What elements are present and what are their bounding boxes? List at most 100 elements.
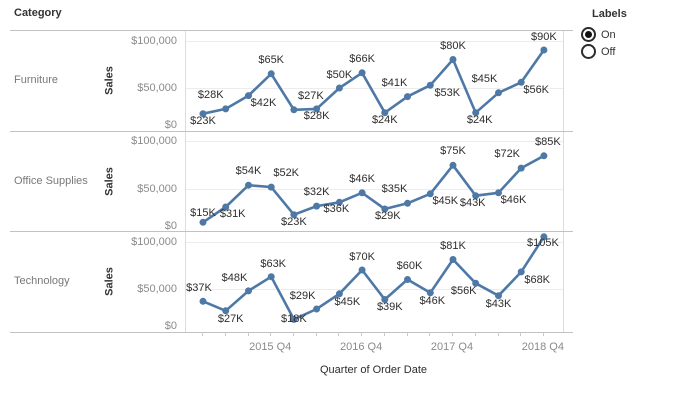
x-axis-tick (202, 332, 203, 336)
data-point[interactable] (517, 164, 525, 172)
data-point[interactable] (245, 92, 252, 100)
y-tick-label: $50,000 (137, 182, 177, 195)
data-label: $42K (250, 97, 277, 110)
data-label: $32K (303, 186, 330, 199)
radio-option-off[interactable]: Off (581, 43, 627, 60)
data-point[interactable] (245, 181, 252, 189)
data-label: $29K (374, 210, 401, 223)
x-axis-tick (361, 332, 363, 336)
data-point[interactable] (222, 105, 230, 113)
data-point[interactable] (358, 69, 366, 77)
data-point[interactable] (381, 205, 389, 213)
data-point[interactable] (358, 266, 366, 274)
data-point[interactable] (404, 276, 411, 284)
data-label: $24K (371, 114, 398, 127)
sales-line (201, 48, 546, 115)
x-tick-label: 2017 Q4 (430, 341, 474, 353)
data-point[interactable] (199, 298, 207, 306)
y-tick-label: $100,000 (131, 135, 177, 148)
data-point[interactable] (495, 89, 502, 97)
data-label: $53K (434, 86, 461, 99)
data-label: $85K (535, 135, 561, 148)
data-point[interactable] (267, 183, 275, 191)
x-axis-tick (406, 332, 408, 336)
data-label: $90K (531, 30, 557, 43)
sales-line (201, 154, 546, 224)
data-point[interactable] (517, 78, 525, 86)
data-point[interactable] (426, 189, 434, 197)
data-point[interactable] (245, 287, 252, 295)
data-point[interactable] (495, 188, 502, 196)
x-axis-tick (292, 332, 294, 336)
row-label-furniture: Furniture (14, 74, 59, 87)
x-axis-tick (383, 332, 385, 336)
radio-off-icon[interactable] (581, 44, 596, 59)
data-point[interactable] (540, 46, 548, 54)
data-point[interactable] (449, 256, 457, 264)
data-point[interactable] (335, 290, 343, 298)
data-point[interactable] (313, 105, 321, 113)
data-point[interactable] (222, 307, 230, 315)
data-label: $48K (221, 271, 248, 284)
data-label: $39K (376, 301, 403, 314)
header-divider (10, 30, 573, 31)
data-point[interactable] (290, 210, 298, 218)
gridline (186, 141, 563, 143)
data-point[interactable] (313, 305, 321, 313)
data-point[interactable] (495, 292, 502, 300)
data-point[interactable] (381, 109, 389, 117)
row-panel-furniture: $23K $28K $42K $65K $27K $28K $50K $66K $24K $41K… (185, 30, 564, 131)
line-series-furniture (199, 46, 548, 118)
data-point[interactable] (472, 280, 480, 288)
data-label: $70K (349, 250, 375, 263)
row-label-office-supplies: Office Supplies (14, 174, 88, 187)
data-label: $23K (281, 215, 307, 228)
data-point[interactable] (267, 273, 275, 281)
data-label: $56K (450, 285, 477, 298)
data-point[interactable] (199, 110, 207, 118)
radio-on-label: On (601, 28, 616, 41)
data-point[interactable] (449, 56, 457, 63)
data-point[interactable] (472, 109, 480, 117)
data-label: $18K (281, 313, 307, 326)
data-point[interactable] (404, 199, 411, 207)
data-point[interactable] (426, 81, 434, 89)
data-point[interactable] (358, 188, 366, 196)
data-point[interactable] (540, 151, 548, 159)
data-label: $31K (219, 208, 246, 221)
x-axis-tick (474, 332, 476, 336)
data-point[interactable] (290, 316, 298, 324)
x-axis-tick (542, 332, 544, 336)
data-point[interactable] (381, 296, 389, 304)
data-point[interactable] (222, 203, 230, 211)
data-label: $27K (298, 90, 324, 103)
data-label: $80K (440, 40, 466, 52)
gridline (186, 241, 563, 243)
data-label: $43K (459, 196, 486, 209)
x-axis-tick (338, 332, 340, 336)
panel-divider (10, 332, 573, 333)
data-point[interactable] (517, 268, 525, 276)
row-label-technology: Technology (14, 275, 70, 288)
data-point[interactable] (313, 202, 321, 210)
data-label: $105K (526, 236, 559, 249)
x-tick-label: 2018 Q4 (521, 341, 564, 353)
data-point[interactable] (404, 93, 411, 101)
data-label: $45K (471, 73, 498, 86)
data-point[interactable] (540, 233, 548, 241)
data-label: $72K (494, 148, 521, 161)
data-point[interactable] (199, 218, 207, 226)
data-point[interactable] (449, 161, 457, 169)
radio-on-icon[interactable] (581, 27, 596, 42)
data-point[interactable] (335, 84, 343, 92)
data-point[interactable] (335, 198, 343, 206)
radio-option-on[interactable]: On (581, 26, 627, 43)
data-point[interactable] (426, 289, 434, 297)
data-point[interactable] (472, 191, 480, 199)
data-label: $15K (190, 207, 216, 220)
data-point[interactable] (267, 70, 275, 78)
data-label: $29K (289, 289, 316, 302)
data-point[interactable] (290, 106, 298, 114)
row-panel-office-supplies: $15K $31K $54K $52K $23K $32K $36K $46K $29K $35K… (185, 130, 564, 232)
